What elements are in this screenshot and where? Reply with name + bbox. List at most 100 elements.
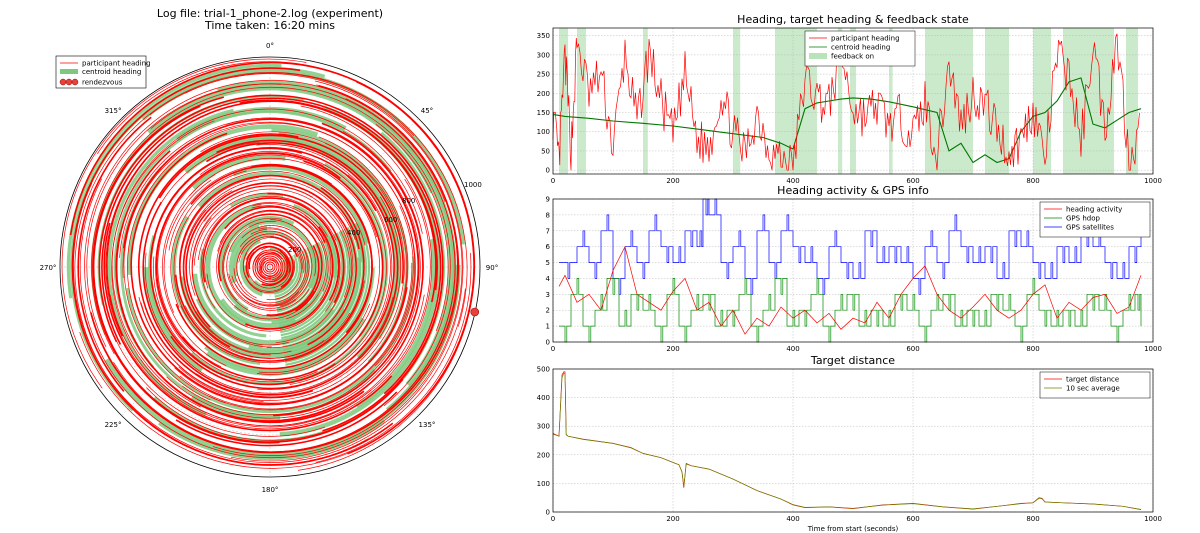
centroid-fan-15: [278, 240, 329, 325]
rendezvous-marker: [470, 307, 480, 317]
participant-arc-117: [91, 86, 451, 407]
participant-arc-49: [189, 185, 313, 296]
participant-arc-90: [174, 136, 409, 406]
participant-arc-81: [144, 252, 394, 394]
heading-ytick-0: 0: [546, 167, 550, 175]
heading-legend-label-2: feedback on: [831, 53, 874, 61]
participant-arc-119: [86, 83, 282, 348]
polar-angle-label-270: 270°: [40, 264, 57, 272]
centroid-arc-5: [233, 230, 294, 277]
activity-legend-label-1: GPS hdop: [1066, 215, 1100, 223]
heading-xtick-5: 1000: [1144, 177, 1162, 185]
feedback-band-5: [838, 28, 843, 174]
participant-arc-97: [119, 117, 419, 357]
activity-legend-label-0: heading activity: [1066, 206, 1122, 214]
participant-arc-100: [281, 131, 424, 421]
heading-xtick-1: 200: [666, 177, 679, 185]
legend-centroid-swatch: [60, 69, 78, 74]
activity-legend-label-2: GPS satellites: [1066, 224, 1114, 232]
participant-arc-38: [206, 215, 334, 332]
participant-arc-36: [252, 203, 332, 301]
participant-arc-31: [220, 211, 320, 245]
centroid-arc-13: [205, 202, 262, 328]
centroid-arc-25: [204, 267, 375, 372]
activity-xtick-0: 0: [551, 345, 555, 353]
participant-arc-108: [103, 222, 393, 432]
centroid-arc-33: [197, 135, 402, 340]
heading-xtick-4: 800: [1026, 177, 1039, 185]
heading-ytick-6: 300: [537, 51, 550, 59]
polar-angle-label-225: 225°: [105, 421, 122, 429]
centroid-fan-18: [280, 236, 338, 334]
heading-frame: [552, 27, 1154, 175]
participant-arc-131: [71, 67, 394, 466]
heading-title: Heading, target heading & feedback state: [737, 13, 969, 26]
participant-arc-14: [270, 236, 298, 258]
centroid-arc-48: [146, 83, 454, 387]
distance-ytick-3: 300: [537, 423, 550, 431]
heading-series-centroid-heading: [552, 77, 1142, 164]
participant-arc-123: [90, 85, 459, 454]
participant-arc-120: [113, 83, 456, 453]
polar-legend: participant heading centroid heading ren…: [55, 55, 151, 89]
participant-arc-59: [174, 187, 365, 362]
centroid-fan-5: [273, 254, 299, 295]
activity-ytick-9: 9: [546, 196, 550, 204]
distance-series-10-sec-average: [552, 372, 1142, 510]
figure-title-line1: Log file: trial-1_phone-2.log (experimen…: [157, 7, 383, 20]
legend-rendezvous-marker-2: [65, 78, 73, 86]
participant-inner-1: [264, 261, 276, 273]
centroid-fan-0: [271, 261, 284, 280]
participant-arc-15: [238, 236, 302, 300]
participant-arc-48: [191, 188, 351, 348]
participant-arc-126: [77, 116, 152, 392]
heading-xtick-0: 0: [551, 177, 555, 185]
participant-inner-6: [254, 251, 286, 283]
polar-radial-label-2: 600: [384, 216, 397, 224]
participant-arc-118: [175, 391, 398, 447]
participant-arc-91: [179, 262, 413, 410]
participant-track: [61, 58, 476, 471]
activity-ytick-1: 1: [546, 323, 550, 331]
participant-arc-19: [246, 291, 300, 306]
participant-arc-23: [228, 273, 297, 309]
participant-arc-109: [239, 99, 438, 291]
distance-ytick-4: 400: [537, 394, 550, 402]
participant-arc-27: [223, 244, 238, 301]
participant-arc-83: [196, 196, 402, 398]
participant-inner-7: [252, 249, 288, 285]
distance-legend-label-1: 10 sec average: [1066, 385, 1120, 393]
distance-legend-box: [1039, 371, 1151, 399]
activity-xtick-1: 200: [666, 345, 679, 353]
distance-frame: [552, 368, 1154, 513]
heading-series-participant-heading: [552, 33, 1140, 171]
participant-arc-84: [138, 133, 314, 399]
participant-arc-47: [192, 217, 289, 346]
participant-arc-58: [184, 305, 325, 359]
centroid-arc-31: [143, 267, 204, 373]
polar-legend-participant: participant heading: [82, 60, 151, 68]
polar-angle-label-180: 180°: [262, 486, 279, 494]
participant-arc-102: [111, 108, 423, 408]
participant-arc-43: [319, 217, 341, 312]
activity-ytick-5: 5: [546, 259, 550, 267]
activity-ytick-0: 0: [546, 339, 550, 347]
feedback-band-10: [985, 28, 1009, 174]
polar-radial-label-0: 200: [288, 246, 301, 254]
participant-arc-85: [158, 134, 404, 284]
activity-xtick-2: 400: [786, 345, 799, 353]
centroid-fan-28: [284, 222, 368, 363]
participant-arc-50: [203, 185, 353, 348]
distance-xtick-1: 200: [666, 515, 679, 523]
centroid-fan-29: [285, 221, 371, 366]
polar-angle-label-90: 90°: [486, 264, 498, 272]
polar-spoke-225: [121, 266, 271, 416]
activity-ytick-3: 3: [546, 291, 550, 299]
participant-arc-1: [259, 257, 267, 274]
activity-series-GPS-satellites: [559, 198, 1142, 295]
participant-arc-30: [216, 240, 323, 320]
polar-plot: 0° 45° 90° 135° 180° 225° 270° 315° 200 400 600 800…: [40, 42, 499, 494]
heading-ytick-3: 150: [537, 109, 550, 117]
feedback-band-1: [577, 28, 586, 174]
centroid-arc-12: [219, 298, 297, 329]
